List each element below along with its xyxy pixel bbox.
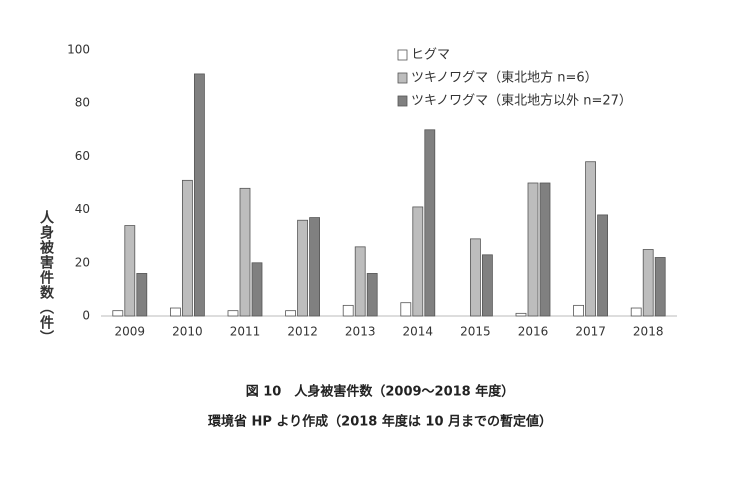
bar xyxy=(469,238,481,317)
bar xyxy=(630,307,642,317)
legend-swatch xyxy=(397,49,408,61)
x-tick-label: 2016 xyxy=(518,325,549,339)
x-tick-label: 2017 xyxy=(575,325,606,339)
bar xyxy=(654,257,666,317)
bar xyxy=(515,312,527,317)
bar xyxy=(527,182,539,317)
bar xyxy=(124,225,136,317)
x-tick-label: 2018 xyxy=(633,325,664,339)
source-note: 環境省 HP より作成（2018 年度は 10 月までの暫定値） xyxy=(208,414,552,430)
y-axis-label: 人身被害件数（件） xyxy=(38,209,55,345)
x-tick-label: 2015 xyxy=(460,325,491,339)
legend-label: ヒグマ xyxy=(411,48,450,63)
bar xyxy=(181,179,193,317)
bar xyxy=(597,214,608,317)
caption: 図 10 人身被害件数（2009～2018 年度） xyxy=(246,384,515,400)
bar xyxy=(366,273,378,317)
bar xyxy=(539,182,551,317)
x-tick-label: 2013 xyxy=(345,325,376,339)
y-tick-label: 0 xyxy=(82,309,90,323)
bar xyxy=(297,219,309,317)
bar xyxy=(573,304,584,317)
x-tick-label: 2014 xyxy=(403,325,434,339)
y-tick-label: 80 xyxy=(75,96,90,110)
bar xyxy=(112,310,124,317)
bar xyxy=(227,310,239,317)
legend-label: ツキノワグマ（東北地方 n=6） xyxy=(411,70,598,86)
legend-swatch xyxy=(397,72,408,84)
x-tick-label: 2012 xyxy=(287,325,318,339)
bar xyxy=(424,129,436,317)
y-tick-label: 60 xyxy=(75,149,90,163)
legend-label: ツキノワグマ（東北地方以外 n=27） xyxy=(411,93,632,109)
bar xyxy=(136,273,148,317)
x-tick-label: 2010 xyxy=(172,325,203,339)
y-tick-label: 100 xyxy=(67,43,90,57)
bar xyxy=(285,310,297,317)
bar xyxy=(309,217,321,317)
y-tick-label: 20 xyxy=(75,255,90,269)
bar xyxy=(342,304,354,317)
bar xyxy=(585,161,596,317)
y-tick-label: 40 xyxy=(75,202,90,216)
bar xyxy=(239,187,251,317)
bar xyxy=(481,254,493,317)
bar xyxy=(642,249,654,317)
bar xyxy=(169,307,181,317)
x-tick-label: 2011 xyxy=(230,325,261,339)
bar xyxy=(400,302,412,317)
bar xyxy=(412,206,424,317)
bar xyxy=(354,246,366,317)
x-tick-label: 2009 xyxy=(115,325,146,339)
bar xyxy=(193,73,205,317)
legend-swatch xyxy=(397,95,408,107)
bar xyxy=(251,262,263,317)
